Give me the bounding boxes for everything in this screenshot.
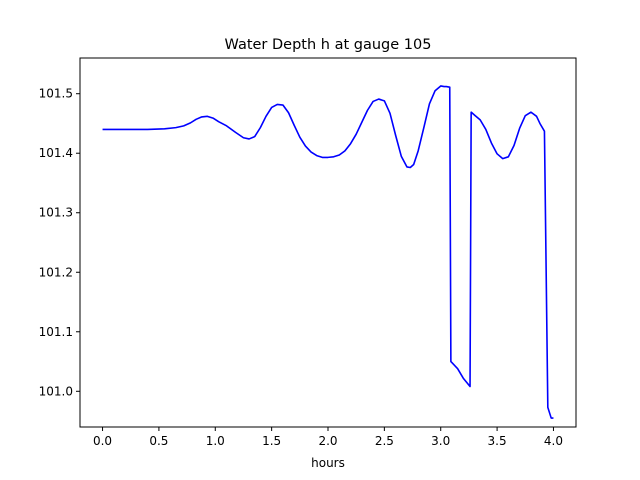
x-axis-label: hours bbox=[311, 456, 345, 470]
plot-area bbox=[102, 85, 554, 419]
y-tick-label: 101.2 bbox=[39, 265, 73, 279]
y-tick-label: 101.4 bbox=[39, 146, 73, 160]
x-tick-label: 1.5 bbox=[262, 434, 281, 448]
y-tick-label: 101.3 bbox=[39, 206, 73, 220]
chart-title: Water Depth h at gauge 105 bbox=[225, 37, 432, 53]
x-tick-label: 0.0 bbox=[93, 434, 112, 448]
y-tick-label: 101.0 bbox=[39, 384, 73, 398]
x-tick-label: 2.5 bbox=[375, 434, 394, 448]
x-tick-label: 4.0 bbox=[544, 434, 563, 448]
y-axis: 101.0 101.1 101.2 101.3 101.4 101.5 bbox=[39, 87, 80, 398]
x-tick-label: 3.0 bbox=[431, 434, 450, 448]
x-tick-label: 1.0 bbox=[206, 434, 225, 448]
series-line bbox=[102, 85, 554, 419]
x-axis: 0.0 0.5 1.0 1.5 2.0 2.5 3.0 3.5 4.0 bbox=[93, 427, 563, 448]
y-tick-label: 101.5 bbox=[39, 87, 73, 101]
x-tick-label: 0.5 bbox=[149, 434, 168, 448]
x-tick-label: 2.0 bbox=[318, 434, 337, 448]
x-tick-label: 3.5 bbox=[488, 434, 507, 448]
y-tick-label: 101.1 bbox=[39, 325, 73, 339]
